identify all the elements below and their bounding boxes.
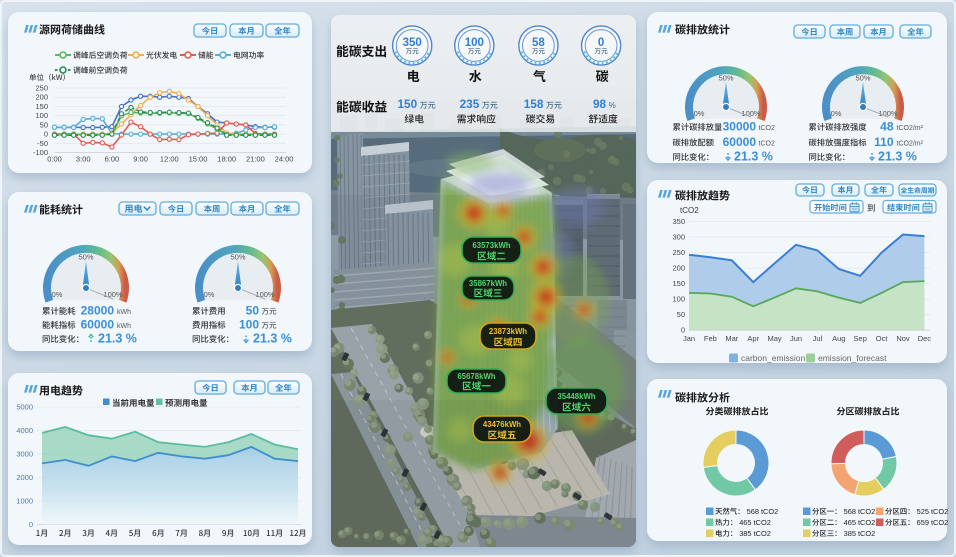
svg-text:Oct: Oct: [876, 334, 889, 343]
svg-text:659 tCO2: 659 tCO2: [917, 518, 949, 527]
svg-text:158: 158: [524, 97, 544, 111]
svg-text:12:00: 12:00: [160, 155, 179, 164]
svg-text:tCO2/m²: tCO2/m²: [897, 125, 924, 132]
svg-text:0: 0: [681, 326, 685, 335]
svg-text:0: 0: [44, 130, 48, 139]
svg-text:21.3 %: 21.3 %: [98, 332, 137, 346]
svg-text:250: 250: [672, 248, 685, 257]
svg-text:Sep: Sep: [854, 334, 867, 343]
svg-text:300: 300: [672, 233, 685, 242]
svg-text:350: 350: [672, 217, 685, 226]
svg-text:150: 150: [672, 279, 685, 288]
svg-text:Feb: Feb: [704, 334, 717, 343]
svg-text:60000: 60000: [81, 318, 115, 332]
svg-text:30000: 30000: [723, 120, 757, 134]
svg-text:50: 50: [677, 310, 685, 319]
svg-text:21.3 %: 21.3 %: [253, 332, 292, 346]
svg-text:23873kWh: 23873kWh: [489, 327, 527, 336]
svg-text:-50: -50: [37, 139, 48, 148]
svg-text:100%: 100%: [878, 109, 898, 118]
svg-text:100: 100: [35, 111, 48, 120]
svg-text:Jan: Jan: [683, 334, 695, 343]
svg-text:tCO2: tCO2: [759, 141, 775, 148]
svg-text:0:00: 0:00: [47, 155, 62, 164]
svg-text:58: 58: [532, 37, 545, 49]
svg-text:tCO2/m²: tCO2/m²: [897, 141, 924, 148]
svg-text:568 tCO2: 568 tCO2: [747, 507, 779, 516]
svg-text:Mar: Mar: [725, 334, 738, 343]
svg-text:9:00: 9:00: [133, 155, 148, 164]
svg-text:60000: 60000: [723, 135, 757, 149]
svg-text:100%: 100%: [103, 290, 123, 299]
svg-text:28000: 28000: [81, 304, 115, 318]
svg-text:21.3 %: 21.3 %: [734, 150, 773, 164]
svg-text:kWh: kWh: [117, 309, 131, 316]
svg-text:0%: 0%: [831, 109, 842, 118]
svg-text:0%: 0%: [204, 290, 215, 299]
svg-text:385 tCO2: 385 tCO2: [739, 529, 771, 538]
svg-text:110: 110: [874, 135, 894, 149]
svg-text:Apr: Apr: [747, 334, 759, 343]
svg-text:50%: 50%: [230, 253, 245, 262]
svg-text:48: 48: [880, 120, 894, 134]
svg-text:kWh: kWh: [117, 323, 131, 330]
svg-text:Jul: Jul: [813, 334, 823, 343]
svg-text:65678kWh: 65678kWh: [457, 372, 495, 381]
svg-text:63573kWh: 63573kWh: [472, 241, 510, 250]
svg-text:24:00: 24:00: [275, 155, 294, 164]
svg-text:1000: 1000: [16, 497, 33, 506]
svg-text:150: 150: [35, 102, 48, 111]
svg-text:350: 350: [403, 37, 422, 49]
svg-text:568 tCO2: 568 tCO2: [844, 507, 876, 516]
svg-text:Nov: Nov: [896, 334, 910, 343]
svg-text:emission_forecast: emission_forecast: [818, 353, 887, 363]
svg-text:50%: 50%: [718, 74, 733, 83]
svg-text:0%: 0%: [694, 109, 705, 118]
svg-text:0%: 0%: [52, 290, 63, 299]
svg-text:3000: 3000: [16, 450, 33, 459]
svg-text:Dec: Dec: [918, 334, 932, 343]
svg-text:50: 50: [246, 304, 260, 318]
svg-text:%: %: [609, 101, 616, 110]
svg-text:50: 50: [40, 120, 48, 129]
svg-text:0: 0: [29, 520, 33, 529]
svg-text:43476kWh: 43476kWh: [483, 420, 521, 429]
svg-text:21:00: 21:00: [246, 155, 265, 164]
svg-text:100: 100: [239, 318, 259, 332]
svg-text:50%: 50%: [855, 74, 870, 83]
svg-text:4000: 4000: [16, 426, 33, 435]
svg-text:5000: 5000: [16, 403, 33, 412]
svg-text:carbon_emission: carbon_emission: [741, 353, 806, 363]
svg-text:100%: 100%: [741, 109, 761, 118]
svg-text:-100: -100: [33, 148, 48, 157]
svg-text:May: May: [768, 334, 782, 343]
svg-text:100: 100: [672, 295, 685, 304]
svg-text:35867kWh: 35867kWh: [469, 279, 507, 288]
svg-text:0: 0: [598, 37, 604, 49]
svg-text:465 tCO2: 465 tCO2: [844, 518, 876, 527]
svg-text:200: 200: [672, 264, 685, 273]
svg-text:18:00: 18:00: [217, 155, 236, 164]
svg-text:98: 98: [593, 97, 607, 111]
svg-text:250: 250: [35, 84, 48, 93]
svg-text:100: 100: [465, 37, 484, 49]
svg-text:150: 150: [398, 97, 418, 111]
svg-text:Aug: Aug: [832, 334, 845, 343]
svg-text:tCO2: tCO2: [680, 206, 699, 215]
svg-text:3:00: 3:00: [76, 155, 91, 164]
svg-text:Jun: Jun: [790, 334, 802, 343]
svg-text:385 tCO2: 385 tCO2: [844, 529, 876, 538]
svg-text:525 tCO2: 525 tCO2: [917, 507, 949, 516]
svg-text:6:00: 6:00: [105, 155, 120, 164]
svg-text:465 tCO2: 465 tCO2: [739, 518, 771, 527]
svg-text:tCO2: tCO2: [759, 125, 775, 132]
svg-text:2000: 2000: [16, 473, 33, 482]
svg-text:35448kWh: 35448kWh: [557, 392, 595, 401]
svg-text:100%: 100%: [255, 290, 275, 299]
svg-text:235: 235: [460, 97, 480, 111]
svg-text:15:00: 15:00: [189, 155, 208, 164]
svg-text:21.3 %: 21.3 %: [878, 150, 917, 164]
svg-text:200: 200: [35, 93, 48, 102]
svg-text:50%: 50%: [78, 253, 93, 262]
